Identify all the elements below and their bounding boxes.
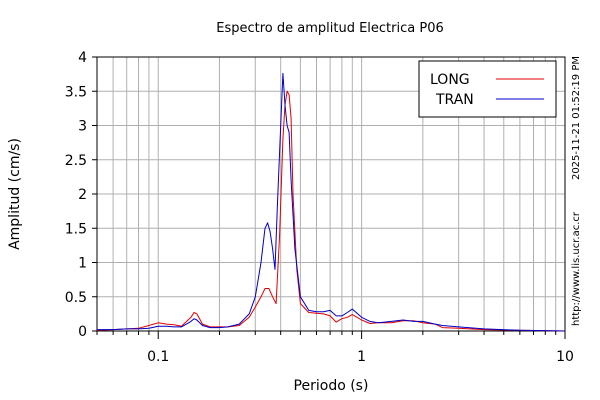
- legend: LONG TRAN: [418, 60, 557, 118]
- legend-label-long: LONG: [430, 72, 470, 88]
- y-tick-label: 1.5: [65, 221, 87, 237]
- legend-box: [418, 60, 557, 118]
- x-axis-label: Periodo (s): [294, 378, 369, 394]
- x-tick-label: 1: [357, 349, 366, 365]
- x-tick-label: 10: [556, 349, 574, 365]
- series-line-tran: [97, 72, 566, 332]
- chart-title: Espectro de amplitud Electrica P06: [216, 21, 444, 36]
- legend-label-tran: TRAN: [435, 92, 474, 108]
- y-axis-label: Amplitud (cm/s): [7, 138, 23, 250]
- x-tick-label: 0.1: [147, 349, 169, 365]
- series-line-long: [96, 90, 566, 332]
- y-tick-label: 3.5: [65, 84, 87, 100]
- y-tick-label: 1: [78, 256, 87, 272]
- y-tick-label: 0.5: [65, 290, 87, 306]
- ticks: 0.1 1 10 0 0.5 1 1.5 2 2.5 3 3.5 4: [65, 50, 574, 365]
- y-tick-label: 2: [78, 187, 87, 203]
- url-text: http://www.lis.ucr.ac.cr: [571, 211, 582, 326]
- series-layer: [96, 72, 566, 332]
- y-tick-label: 2.5: [65, 153, 87, 169]
- y-tick-label: 3: [78, 119, 87, 135]
- timestamp-text: 2025-11-21 01:52:19 PM: [571, 56, 582, 180]
- y-tick-label: 4: [78, 50, 87, 66]
- y-tick-label: 0: [78, 324, 87, 340]
